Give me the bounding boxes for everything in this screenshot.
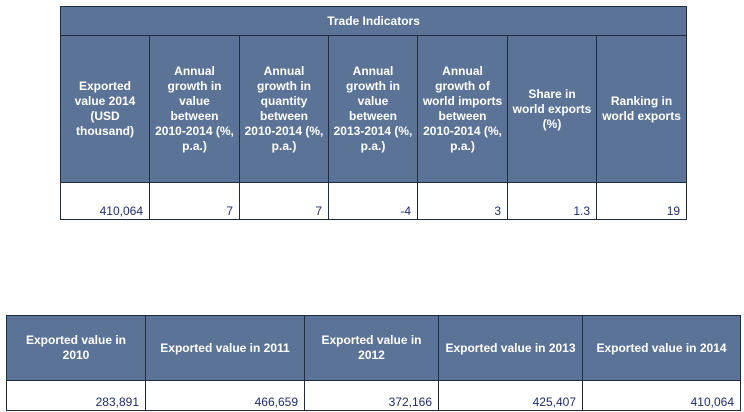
value-growth-value-2010-2014: 7: [149, 182, 240, 220]
header-exported-2010: Exported value in 2010: [6, 315, 146, 381]
trade-indicators-table: Trade Indicators Exported value 2014 (US…: [59, 6, 688, 220]
value-share-world-exports: 1.3: [507, 182, 597, 220]
exported-values-table: Exported value in 2010 Exported value in…: [6, 315, 741, 411]
header-exported-2013: Exported value in 2013: [438, 315, 583, 381]
header-exported-value-2014: Exported value 2014 (USD thousand): [60, 35, 150, 183]
value-growth-quantity-2010-2014: 7: [239, 182, 329, 220]
header-exported-2012: Exported value in 2012: [304, 315, 439, 381]
value-exported-2011: 466,659: [145, 380, 305, 411]
header-ranking-world-exports: Ranking in world exports: [595, 35, 688, 183]
value-exported-2013: 425,407: [438, 380, 583, 411]
value-exported-2014: 410,064: [582, 380, 741, 411]
table-row: 410,064 7 7 -4 3 1.3 19: [60, 182, 688, 220]
header-growth-world-imports: Annual growth of world imports between 2…: [417, 35, 508, 183]
header-share-world-exports: Share in world exports (%): [507, 35, 597, 183]
header-exported-2011: Exported value in 2011: [145, 315, 305, 381]
header-exported-2014: Exported value in 2014: [582, 315, 741, 381]
value-growth-value-2013-2014: -4: [328, 182, 418, 220]
value-exported-2012: 372,166: [304, 380, 439, 411]
table-row: 283,891 466,659 372,166 425,407 410,064: [6, 380, 741, 411]
header-growth-value-2010-2014: Annual growth in value between 2010-2014…: [149, 35, 240, 183]
value-exported-2014: 410,064: [60, 182, 150, 220]
header-growth-value-2013-2014: Annual growth in value between 2013-2014…: [328, 35, 418, 183]
value-exported-2010: 283,891: [6, 380, 146, 411]
header-growth-quantity-2010-2014: Annual growth in quantity between 2010-2…: [239, 35, 329, 183]
value-ranking-world-exports: 19: [595, 182, 688, 220]
trade-indicators-title: Trade Indicators: [59, 6, 688, 36]
value-growth-world-imports: 3: [417, 182, 508, 220]
